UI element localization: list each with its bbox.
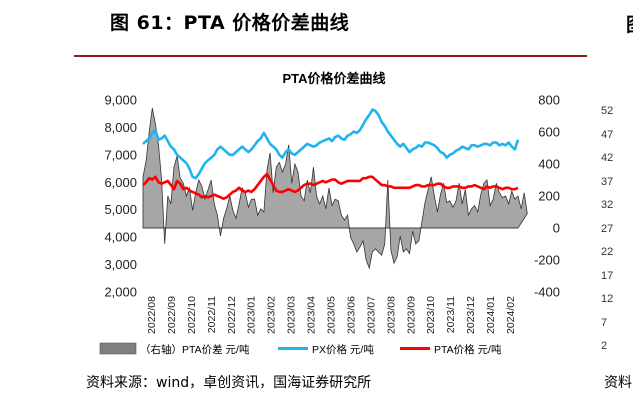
neighbor-axis-label: 2 bbox=[601, 340, 608, 352]
pta-price-line-series bbox=[142, 172, 519, 201]
x-tick-label: 2023/11 bbox=[445, 296, 457, 333]
neighbor-axis-label: 47 bbox=[601, 128, 614, 141]
right-tick-label: 600 bbox=[538, 125, 560, 140]
left-tick-label: 5,000 bbox=[104, 202, 137, 217]
chart-legend: （右轴）PTA价差 元/吨 PX价格 元/吨 PTA价格 元/吨 bbox=[99, 342, 502, 356]
neighbor-axis-label: 17 bbox=[601, 269, 614, 282]
right-tick-label: 400 bbox=[538, 157, 560, 172]
neighbor-axis-label: 37 bbox=[601, 175, 614, 188]
pta-price-line bbox=[142, 172, 519, 201]
x-tick-label: 2022/12 bbox=[226, 296, 238, 334]
right-tick-label: -400 bbox=[534, 285, 560, 300]
left-tick-label: 8,000 bbox=[104, 120, 137, 135]
x-tick-label: 2023/03 bbox=[286, 296, 298, 334]
spread-area bbox=[142, 107, 528, 270]
neighbor-axis-label: 27 bbox=[601, 222, 614, 235]
right-tick-label: 200 bbox=[538, 189, 560, 204]
x-tick-label: 2024/01 bbox=[485, 296, 497, 334]
neighbor-axis-label: 12 bbox=[601, 293, 614, 305]
neighbor-axis-label: 42 bbox=[601, 152, 614, 164]
left-axis-ticks: 2,000 3,000 4,000 5,000 6,000 7,000 8,000 9,000 bbox=[104, 93, 137, 300]
x-tick-label: 2023/08 bbox=[385, 296, 397, 334]
spread-area-series bbox=[142, 107, 528, 270]
neighbor-axis-label: 52 bbox=[601, 105, 614, 117]
source-note: 资料来源：wind，卓创资讯，国海证券研究所 bbox=[86, 375, 372, 391]
x-tick-label: 2022/11 bbox=[206, 296, 218, 333]
x-tick-label: 2023/12 bbox=[465, 296, 477, 334]
left-tick-label: 3,000 bbox=[104, 257, 137, 272]
neighbor-axis-fragments: 52 47 42 37 32 27 22 17 12 7 2 bbox=[601, 100, 633, 359]
right-axis-ticks: -400 -200 0 200 400 600 800 bbox=[534, 93, 560, 300]
x-tick-label: 2023/06 bbox=[345, 296, 357, 334]
px-price-line bbox=[142, 108, 520, 180]
pta-spread-chart: PTA价格价差曲线 2,000 3,000 4,000 5,000 6,000 7,000… bbox=[99, 71, 560, 356]
legend-label-px: PX价格 元/吨 bbox=[312, 343, 374, 356]
px-price-line-series bbox=[142, 108, 520, 180]
legend-label-pta: PTA价格 元/吨 bbox=[434, 343, 502, 356]
neighbor-axis-label: 7 bbox=[601, 316, 608, 329]
left-tick-label: 4,000 bbox=[104, 230, 137, 245]
x-tick-label: 2023/01 bbox=[246, 296, 258, 334]
x-tick-label: 2023/07 bbox=[365, 296, 377, 334]
neighbor-source-fragment: 资料 bbox=[604, 375, 632, 391]
left-tick-label: 2,000 bbox=[104, 285, 137, 300]
x-tick-label: 2022/10 bbox=[186, 296, 198, 334]
right-tick-label: 0 bbox=[553, 221, 560, 236]
left-tick-label: 9,000 bbox=[104, 93, 137, 108]
x-tick-label: 2024/02 bbox=[505, 296, 517, 334]
legend-swatch-spread bbox=[99, 342, 137, 355]
title-rule bbox=[74, 55, 587, 57]
figure-title: 图 61：PTA 价格价差曲线 bbox=[110, 12, 350, 34]
right-tick-label: -200 bbox=[534, 253, 560, 268]
x-tick-label: 2022/09 bbox=[166, 296, 178, 334]
left-tick-label: 6,000 bbox=[104, 175, 137, 190]
x-tick-label: 2023/09 bbox=[405, 296, 417, 334]
x-tick-label: 2023/05 bbox=[326, 296, 338, 334]
right-tick-label: 800 bbox=[538, 93, 560, 108]
x-tick-label: 2023/02 bbox=[266, 296, 278, 334]
x-tick-label: 2023/10 bbox=[425, 296, 437, 334]
x-axis-ticks: 2022/08 2022/09 2022/10 2022/11 2022/12 2023/… bbox=[146, 296, 517, 334]
neighbor-figure-title-fragment: 图 bbox=[626, 10, 633, 37]
x-tick-label: 2022/08 bbox=[146, 296, 158, 334]
x-tick-label: 2023/04 bbox=[306, 296, 318, 334]
legend-label-spread: （右轴）PTA价差 元/吨 bbox=[140, 343, 250, 356]
neighbor-axis-label: 22 bbox=[601, 246, 614, 258]
left-tick-label: 7,000 bbox=[104, 147, 137, 162]
chart-title: PTA价格价差曲线 bbox=[282, 71, 385, 86]
neighbor-axis-label: 32 bbox=[601, 199, 614, 211]
